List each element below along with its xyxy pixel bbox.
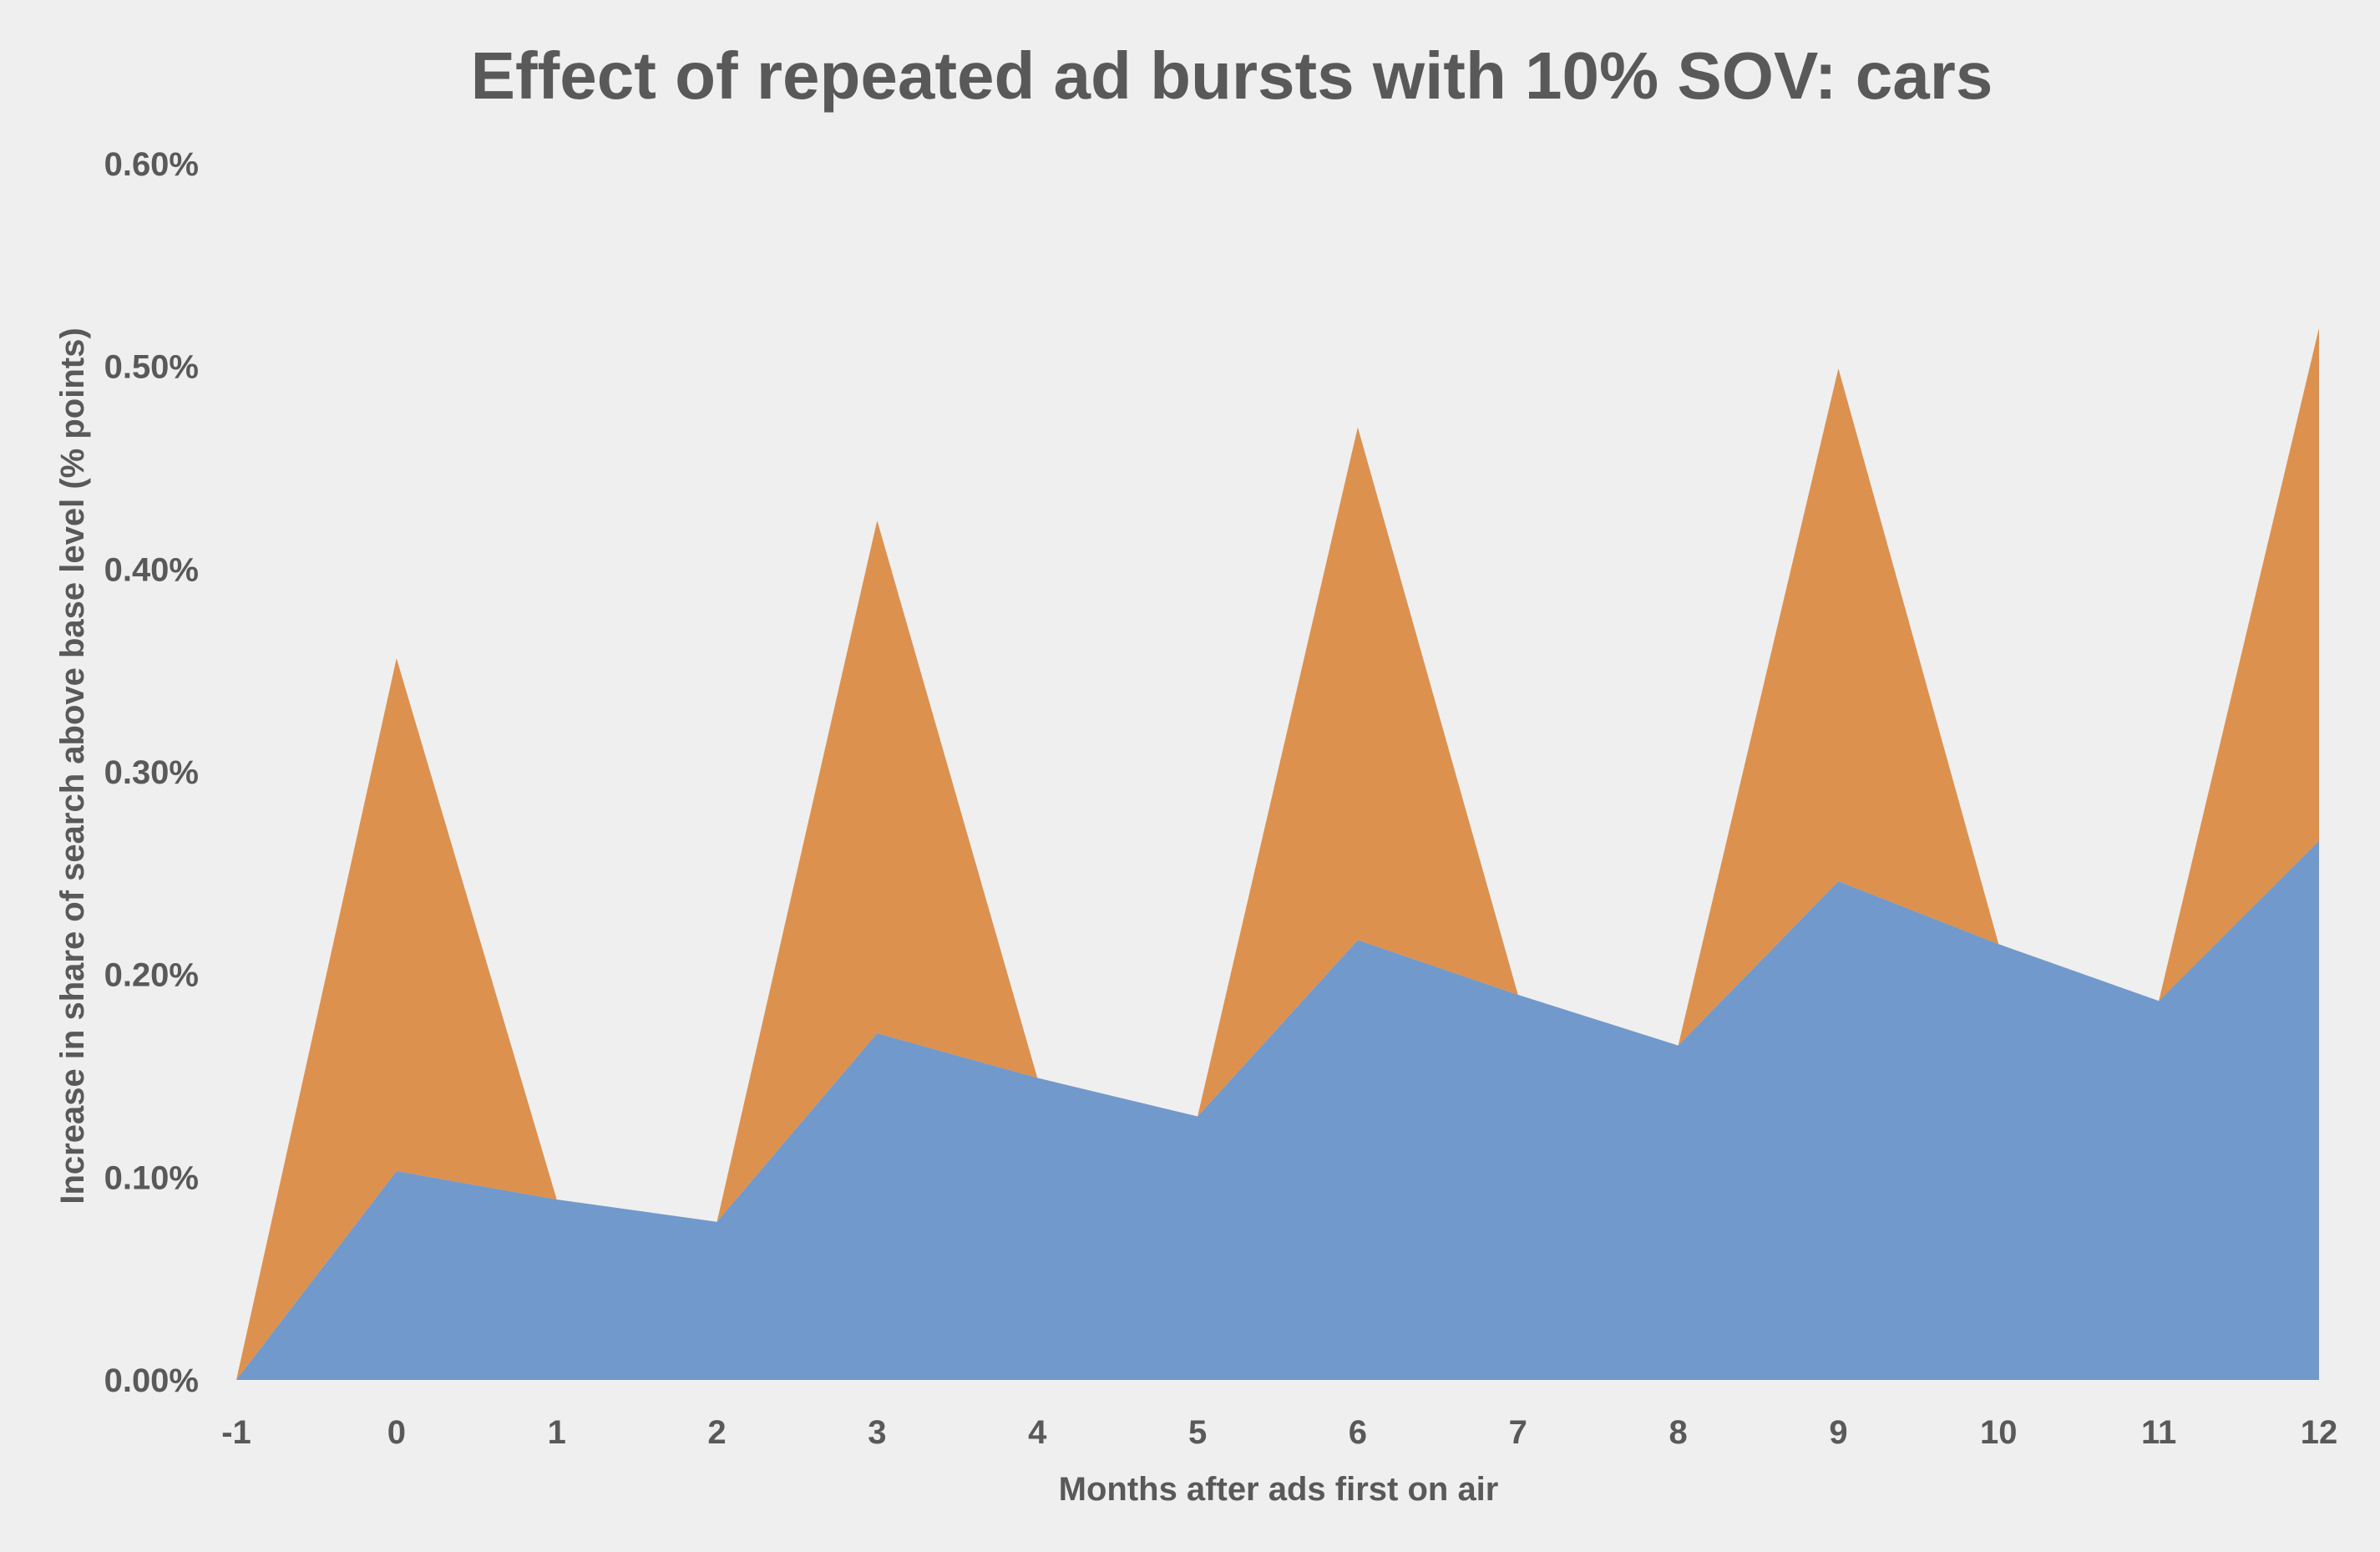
y-tick-label: 0.00%	[104, 1362, 199, 1399]
plot-areas	[236, 327, 2319, 1380]
x-tick-label: 4	[1028, 1414, 1047, 1451]
x-tick-label: 0	[387, 1414, 406, 1451]
x-tick-label: 12	[2301, 1414, 2338, 1451]
y-axis-ticks: 0.00% 0.10% 0.20% 0.30% 0.40% 0.50% 0.60%	[104, 146, 199, 1399]
x-tick-label: 11	[2141, 1414, 2176, 1451]
y-tick-label: 0.30%	[104, 754, 199, 791]
y-tick-label: 0.40%	[104, 551, 199, 588]
x-tick-label: 8	[1669, 1414, 1687, 1451]
x-tick-label: -1	[221, 1414, 251, 1451]
x-tick-label: 10	[1980, 1414, 2018, 1451]
x-tick-label: 3	[868, 1414, 886, 1451]
x-tick-label: 9	[1829, 1414, 1847, 1451]
y-tick-label: 0.10%	[104, 1159, 199, 1196]
area-series-2	[236, 327, 2319, 1380]
x-tick-label: 5	[1188, 1414, 1207, 1451]
y-axis-title: Increase in share of search above base l…	[54, 327, 91, 1204]
x-tick-label: 2	[707, 1414, 726, 1451]
y-tick-label: 0.60%	[104, 146, 199, 183]
x-axis-ticks: -1 0 1 2 3 4 5 6 7 8 9 10 11 12	[221, 1414, 2337, 1451]
x-axis-title: Months after ads first on air	[1059, 1471, 1499, 1508]
y-tick-label: 0.20%	[104, 957, 199, 994]
x-tick-label: 6	[1349, 1414, 1367, 1451]
chart-title: Effect of repeated ad bursts with 10% SO…	[471, 38, 1993, 113]
x-tick-label: 1	[548, 1414, 566, 1451]
area-series-1	[236, 840, 2319, 1380]
x-tick-label: 7	[1509, 1414, 1527, 1451]
y-tick-label: 0.50%	[104, 349, 199, 386]
